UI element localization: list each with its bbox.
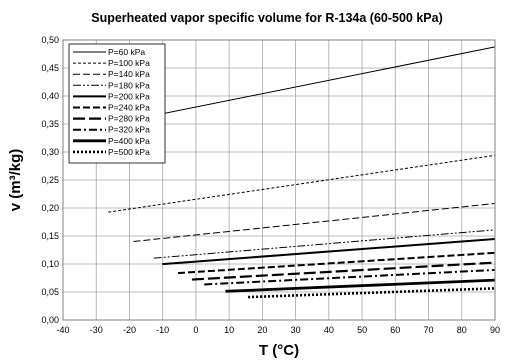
x-tick-label: 20 <box>257 325 267 335</box>
y-tick-label: 0,50 <box>41 35 59 45</box>
series-line <box>133 202 496 242</box>
x-tick-label: -40 <box>56 325 69 335</box>
y-tick-labels: 0,00 0,05 0,10 0,15 0,20 0,25 0,30 0,35 0,40 0,45… <box>41 35 59 325</box>
y-tick-label: 0,25 <box>41 175 59 185</box>
legend-label: P=100 kPa <box>108 58 150 68</box>
x-tick-label: 90 <box>490 325 500 335</box>
y-axis-title: v (m³/kg) <box>7 149 24 212</box>
series-line <box>225 278 496 293</box>
y-tick-label: 0,15 <box>41 231 59 241</box>
series-line <box>191 261 496 281</box>
series-line <box>153 229 496 259</box>
plot-frame <box>62 39 496 321</box>
legend-label: P=400 kPa <box>108 136 150 146</box>
x-tick-label: 70 <box>424 325 434 335</box>
series-line <box>108 154 496 213</box>
y-tick-label: 0,10 <box>41 259 59 269</box>
x-tick-label: -20 <box>123 325 136 335</box>
chart-title: Superheated vapor specific volume for R-… <box>91 11 443 25</box>
y-tick-label: 0,20 <box>41 203 59 213</box>
legend-label: P=180 kPa <box>108 80 150 90</box>
x-tick-labels: -40 -30 -20 -10 0 10 20 30 40 50 60 70 80 90 <box>56 325 500 335</box>
y-tick-label: 0,40 <box>41 91 59 101</box>
x-tick-label: 0 <box>193 325 198 335</box>
y-tick-label: 0,30 <box>41 147 59 157</box>
x-tick-label: 30 <box>291 325 301 335</box>
x-tick-label: 80 <box>457 325 467 335</box>
y-tick-label: 0,05 <box>41 287 59 297</box>
x-tick-label: -10 <box>156 325 169 335</box>
series-line <box>177 251 496 275</box>
legend-label: P=240 kPa <box>108 103 150 113</box>
legend-label: P=500 kPa <box>108 147 150 157</box>
series-line <box>162 237 496 266</box>
x-tick-label: 40 <box>324 325 334 335</box>
x-axis-title: T (°C) <box>259 342 299 359</box>
y-tick-label: 0,35 <box>41 119 59 129</box>
legend-label: P=280 kPa <box>108 114 150 124</box>
series-line <box>204 268 496 286</box>
series-line <box>248 287 496 299</box>
series-lines <box>72 46 496 299</box>
x-tick-label: 10 <box>224 325 234 335</box>
y-tick-label: 0,45 <box>41 63 59 73</box>
legend-label: P=200 kPa <box>108 91 150 101</box>
x-tick-label: -30 <box>90 325 103 335</box>
legend-label: P=60 kPa <box>108 47 145 57</box>
y-tick-label: 0,00 <box>41 315 59 325</box>
x-tick-label: 50 <box>357 325 367 335</box>
legend-box <box>68 43 166 164</box>
legend-label: P=320 kPa <box>108 125 150 135</box>
legend-label: P=140 kPa <box>108 69 150 79</box>
x-tick-label: 60 <box>390 325 400 335</box>
